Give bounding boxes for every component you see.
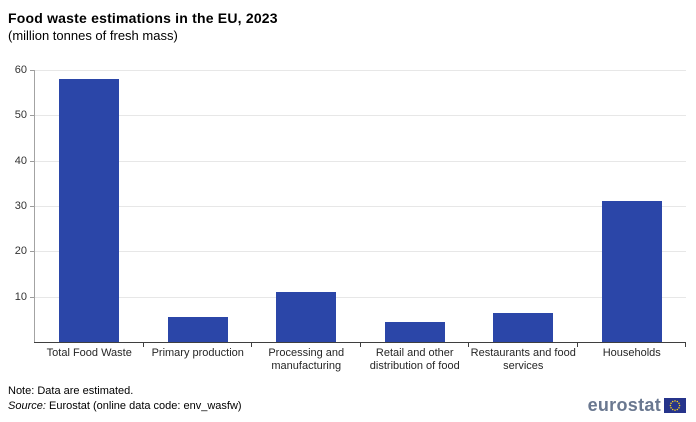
y-tick-60 [30,70,34,71]
source-text: Source: Eurostat (online data code: env_… [8,400,242,412]
x-category-label-6: Households [602,347,661,359]
x-category-label-1: Total Food Waste [46,347,132,359]
y-tick-label-10: 10 [14,290,27,303]
gridline-50 [35,115,686,117]
x-tick-1 [142,343,144,347]
y-tick-label-50: 50 [14,109,27,122]
eurostat-logo: eurostat [588,395,686,416]
y-tick-30 [30,206,34,207]
source-value: Eurostat (online data code: env_wasfw) [48,400,242,412]
x-axis-line [34,342,686,343]
gridline-10 [35,296,686,298]
bar-2 [167,317,228,342]
x-tick-2 [251,343,252,347]
gridline-30 [35,206,686,207]
bar-3 [276,292,337,342]
bar-5 [493,312,554,342]
x-category-label-4: Retail and other distribution of food [369,347,460,372]
y-tick-20 [30,251,34,253]
bar-6 [601,201,662,342]
x-tick-5 [576,343,578,347]
gridline-60 [35,70,686,71]
source-label: Source: [8,400,46,412]
gridline-20 [35,251,686,253]
chart-subtitle: (million tonnes of fresh mass) [8,28,178,43]
y-axis-line [34,70,35,342]
bar-chart-plot-area: 10 20 30 40 50 60 Total Food Waste Primary prod… [15,64,686,372]
bar-1 [59,79,120,342]
note-text: Note: Data are estimated. [8,385,134,397]
y-tick-label-40: 40 [14,154,27,167]
bar-4 [384,321,445,342]
y-tick-50 [30,115,34,117]
x-category-label-2: Primary production [151,347,244,359]
eurostat-logo-text: eurostat [587,395,661,415]
x-category-label-5: Restaurants and food services [470,347,576,372]
x-tick-6 [685,343,686,347]
gridline-40 [35,160,686,162]
y-tick-label-20: 20 [14,245,27,258]
x-tick-3 [359,343,361,347]
y-tick-label-30: 30 [14,200,27,212]
x-tick-4 [468,343,469,347]
x-category-label-3: Processing and manufacturing [268,347,345,372]
chart-title: Food waste estimations in the EU, 2023 [8,10,278,26]
y-tick-label-60: 60 [14,64,27,76]
y-tick-40 [30,160,34,162]
y-tick-10 [30,296,34,298]
eu-flag-icon [664,398,686,413]
